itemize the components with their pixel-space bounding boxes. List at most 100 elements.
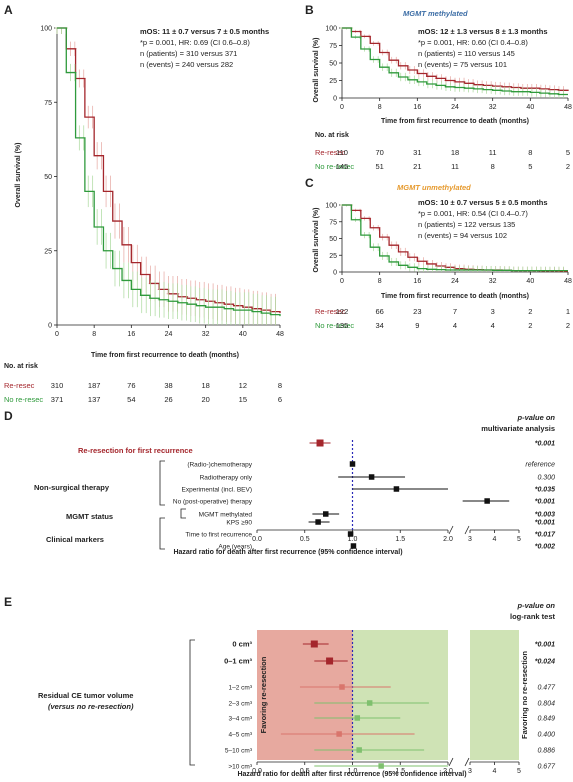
panel-c-curve-noreresec <box>342 204 568 272</box>
panel-e-pheader-1: p-value on <box>516 601 555 610</box>
p-value-6: *0.017 <box>535 532 556 539</box>
panel-a-ytick-label-100: 100 <box>40 26 52 33</box>
panel-b-annotation: mOS: 12 ± 1.3 versus 8 ± 1.3 months *p =… <box>418 27 548 69</box>
panel-a-annotation: mOS: 11 ± 0.7 versus 7 ± 0.5 months *p =… <box>140 27 269 69</box>
hr-marker-6 <box>356 747 362 753</box>
panel-a-risk-0-6: 8 <box>278 381 282 390</box>
panel-b-risk-label-noreresec: No re-resec <box>315 162 354 171</box>
panel-c-xtick-label-16: 16 <box>413 278 421 285</box>
favoring-no-reresection-region-right <box>470 630 519 760</box>
group-bracket-0 <box>159 460 165 506</box>
xtick-label-0.0: 0.0 <box>252 768 262 775</box>
panel-d-pheader-2: multivariate analysis <box>481 424 555 433</box>
row-label-7: >10 cm³ <box>228 764 252 771</box>
panel-b-title: MGMT methylated <box>403 9 468 18</box>
hr-marker-2 <box>368 474 375 480</box>
panel-e-letter: E <box>4 595 12 609</box>
panel-c-risk-label-noreresec: No re-resec <box>315 321 354 330</box>
hr-marker-7 <box>378 763 384 769</box>
xtick-label-0.0: 0.0 <box>252 536 262 543</box>
p-value-7: *0.002 <box>535 544 555 551</box>
panel-d-group-clinical: Clinical markers <box>46 535 104 544</box>
panel-c-letter: C <box>305 176 314 190</box>
p-value-8: *0.003 <box>535 512 555 519</box>
panel-b-ytick-label-75: 75 <box>329 43 337 50</box>
panel-a-xlabel: Time from first recurrence to death (mon… <box>91 352 239 359</box>
hr-marker-4 <box>354 715 361 721</box>
panel-a-xtick-label-16: 16 <box>127 331 135 338</box>
panel-b-risk-1-5: 5 <box>528 162 532 171</box>
panel-b-risk-1-4: 8 <box>491 162 495 171</box>
panel-a-plot: 0 25 50 75 100 0 8 16 24 32 40 48 <box>40 26 284 339</box>
panel-b-risk-label-reresec: Re-resec <box>315 148 346 157</box>
panel-a-risk-0-0: 310 <box>51 381 64 390</box>
xtick-label-1.0: 1.0 <box>348 536 358 543</box>
row-label-5: KPS ≥90 <box>226 520 252 527</box>
panel-c-risk-1-4: 4 <box>491 321 495 330</box>
panel-a-xtick-label-40: 40 <box>239 331 247 338</box>
hr-marker-5 <box>336 731 342 737</box>
hr-marker-7 <box>350 543 357 549</box>
xtick-label-2.0: 2.0 <box>443 768 453 775</box>
row-label-2: 1–2 cm³ <box>229 685 253 692</box>
panel-a-ann-line1: mOS: 11 ± 0.7 versus 7 ± 0.5 months <box>140 27 269 36</box>
panel-d-letter: D <box>4 409 13 423</box>
panel-b-xtick-label-0: 0 <box>340 104 344 111</box>
panel-a-xtick-label-32: 32 <box>202 331 210 338</box>
panel-b-ann-line1: mOS: 12 ± 1.3 versus 8 ± 1.3 months <box>418 27 548 36</box>
panel-c-ann-line1: mOS: 10 ± 0.7 versus 5 ± 0.5 months <box>418 198 548 207</box>
group-bracket-1 <box>159 517 165 550</box>
xtick-label-0.5: 0.5 <box>300 536 310 543</box>
panel-a-risk-0-1: 187 <box>88 381 101 390</box>
favoring-reresection-region <box>257 630 353 760</box>
panel-c-risk-1-0: 135 <box>336 321 349 330</box>
hr-marker-3 <box>366 700 373 706</box>
panel-a-risk-1-1: 137 <box>88 395 101 404</box>
panel-d-group-mgmt: MGMT status <box>66 512 113 521</box>
panel-b-ytick-label-100: 100 <box>325 26 337 33</box>
panel-a-ann-line4: n (events) = 240 versus 282 <box>140 60 233 69</box>
panel-a-risk-table: No. at risk Re-resec No re-resec 310 187 7… <box>4 363 282 404</box>
panel-b-risk-0-1: 70 <box>375 148 383 157</box>
panel-b-risk-1-6: 2 <box>566 162 570 171</box>
panel-d-xlabel: Hazard ratio for death after first recur… <box>173 549 402 556</box>
hr-marker-3 <box>393 486 400 492</box>
xtick-label-5: 5 <box>517 768 521 775</box>
panel-b-risk-0-5: 8 <box>528 148 532 157</box>
panel-b-risk-0-2: 31 <box>413 148 421 157</box>
panel-c-risk-1-3: 4 <box>453 321 457 330</box>
p-value-5: 0.400 <box>537 732 555 739</box>
axis-break-0 <box>448 525 454 535</box>
panel-b-ytick-label-0: 0 <box>333 96 337 103</box>
p-value-1: *0.024 <box>535 659 555 666</box>
panel-b-risk-table: No. at risk Re-resec No re-resec 110 70 31… <box>315 132 570 171</box>
panel-c-ann-line3: n (patients) = 122 versus 135 <box>418 220 515 229</box>
p-value-3: *0.035 <box>535 487 555 494</box>
panel-c-xtick-label-40: 40 <box>526 278 534 285</box>
panel-c-risk-0-6: 1 <box>566 307 570 316</box>
xtick-label-2.0: 2.0 <box>443 536 453 543</box>
panel-c-risk-1-1: 34 <box>375 321 383 330</box>
panel-c-annotation: mOS: 10 ± 0.7 versus 5 ± 0.5 months *p =… <box>418 198 548 240</box>
row-label-6: 5–10 cm³ <box>225 748 253 755</box>
xtick-label-5: 5 <box>517 536 521 543</box>
panel-b-risk-1-0: 145 <box>336 162 349 171</box>
panel-c-risk-table: Re-resec No re-resec 122 66 23 7 3 2 1 135 34 9 4 4… <box>315 307 570 330</box>
axis-break-1 <box>464 525 470 535</box>
panel-c-xtick-label-24: 24 <box>451 278 459 285</box>
panel-b-ann-line3: n (patients) = 110 versus 145 <box>418 49 515 58</box>
panel-c-risk-0-4: 3 <box>491 307 495 316</box>
panel-c-xtick-label-48: 48 <box>564 278 572 285</box>
panel-c-risk-0-2: 23 <box>413 307 421 316</box>
panel-c-ann-line4: n (events) = 94 versus 102 <box>418 231 507 240</box>
panel-a-xtick-label-0: 0 <box>55 331 59 338</box>
panel-a-risk-label-reresec: Re-resec <box>4 381 35 390</box>
panel-a-risk-0-2: 76 <box>127 381 135 390</box>
panel-b-xtick-label-8: 8 <box>378 104 382 111</box>
panel-a-risk-0-4: 18 <box>201 381 209 390</box>
row-label-4: 3–4 cm³ <box>229 716 253 723</box>
xtick-label-1.5: 1.5 <box>395 536 405 543</box>
panel-a-letter: A <box>4 3 13 17</box>
panel-a-risk-1-2: 54 <box>127 395 135 404</box>
panel-d-pheader-1: p-value on <box>516 413 555 422</box>
